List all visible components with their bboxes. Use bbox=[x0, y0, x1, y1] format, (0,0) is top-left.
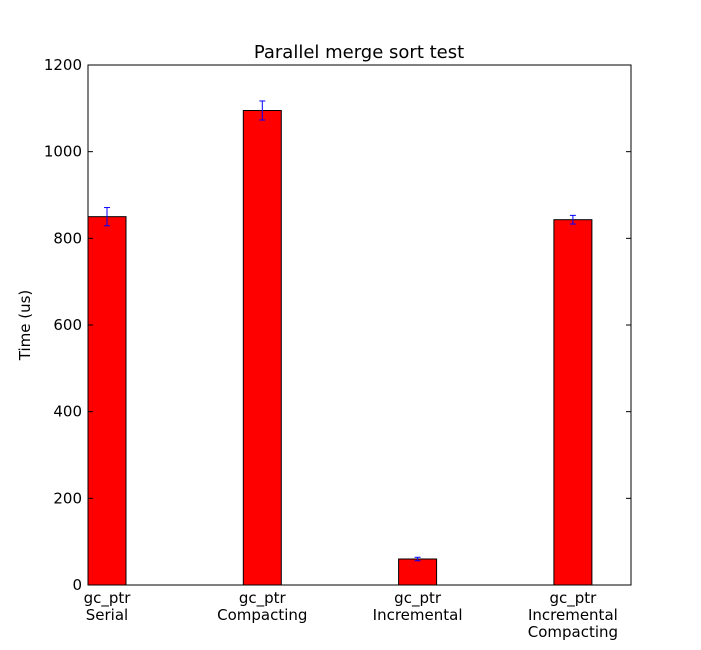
chart-title: Parallel merge sort test bbox=[254, 42, 464, 63]
bar bbox=[553, 219, 593, 586]
error-bars-group bbox=[104, 100, 576, 562]
x-tick-label: gc_ptr Incremental bbox=[373, 589, 463, 624]
y-tick-label: 600 bbox=[53, 316, 82, 334]
x-tick-label: gc_ptr Serial bbox=[84, 589, 132, 624]
bars-group bbox=[87, 110, 593, 586]
y-ticks-group: 0 200 400 600 800 1000 1200 bbox=[44, 56, 631, 594]
bar bbox=[398, 558, 438, 586]
y-tick-label: 200 bbox=[53, 489, 82, 507]
bar bbox=[87, 216, 127, 586]
x-tick-label: gc_ptr Incremental Compacting bbox=[528, 589, 618, 641]
y-tick-label: 0 bbox=[72, 576, 82, 594]
y-tick-label: 1000 bbox=[44, 143, 82, 161]
plot-area-frame bbox=[87, 64, 632, 586]
bar bbox=[242, 110, 282, 586]
y-tick-label: 400 bbox=[53, 403, 82, 421]
y-tick-label: 1200 bbox=[44, 56, 82, 74]
y-axis-label: Time (us) bbox=[16, 290, 34, 362]
x-ticks-group: gc_ptr Serial gc_ptr Compacting gc_ptr Increm… bbox=[84, 589, 618, 641]
y-tick-label: 800 bbox=[53, 229, 82, 247]
x-tick-label: gc_ptr Compacting bbox=[217, 589, 307, 624]
